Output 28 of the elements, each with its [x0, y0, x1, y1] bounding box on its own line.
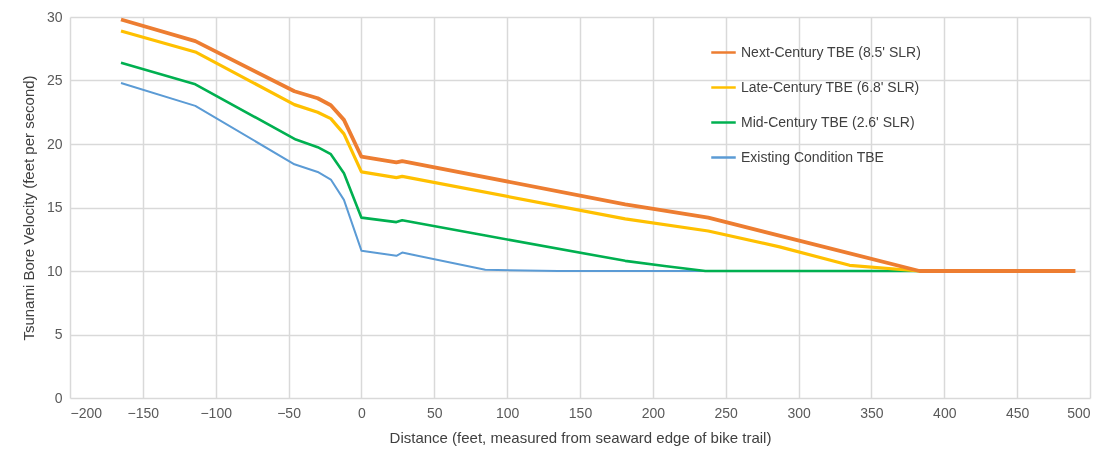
- x-tick-label: −150: [127, 404, 160, 421]
- legend-label: Next-Century TBE (8.5' SLR): [741, 43, 921, 60]
- y-tick-label: 20: [46, 135, 63, 152]
- y-tick-label: 5: [54, 326, 63, 342]
- x-tick-label: 500: [1067, 404, 1091, 421]
- x-tick-label: 200: [641, 404, 666, 421]
- x-tick-label: −50: [277, 404, 302, 421]
- y-tick-label: 10: [46, 262, 63, 279]
- x-tick-label: 50: [427, 404, 443, 421]
- x-tick-label: −100: [200, 404, 233, 421]
- x-tick-label: 400: [933, 404, 957, 421]
- x-tick-label: 100: [495, 404, 520, 421]
- y-tick-label: 0: [54, 389, 63, 406]
- x-axis-title: Distance (feet, measured from seaward edge of bike trail): [389, 428, 772, 446]
- legend-label: Mid-Century TBE (2.6' SLR): [741, 113, 915, 130]
- x-tick-label: 250: [714, 404, 739, 421]
- y-axis-title: Tsunami Bore Velocity (feet per second): [19, 75, 37, 341]
- legend-label: Existing Condition TBE: [741, 148, 884, 165]
- y-tick-label: 30: [46, 8, 63, 25]
- legend-label: Late-Century TBE (6.8' SLR): [741, 78, 920, 95]
- x-tick-label: 350: [860, 404, 884, 421]
- y-tick-label: 25: [46, 72, 63, 88]
- x-tick-label: 300: [787, 404, 811, 421]
- x-tick-label: 450: [1005, 404, 1030, 421]
- x-tick-label: 150: [568, 404, 593, 421]
- x-tick-label: 0: [358, 404, 367, 421]
- x-tick-label: −200: [70, 404, 103, 421]
- y-tick-label: 15: [46, 199, 63, 215]
